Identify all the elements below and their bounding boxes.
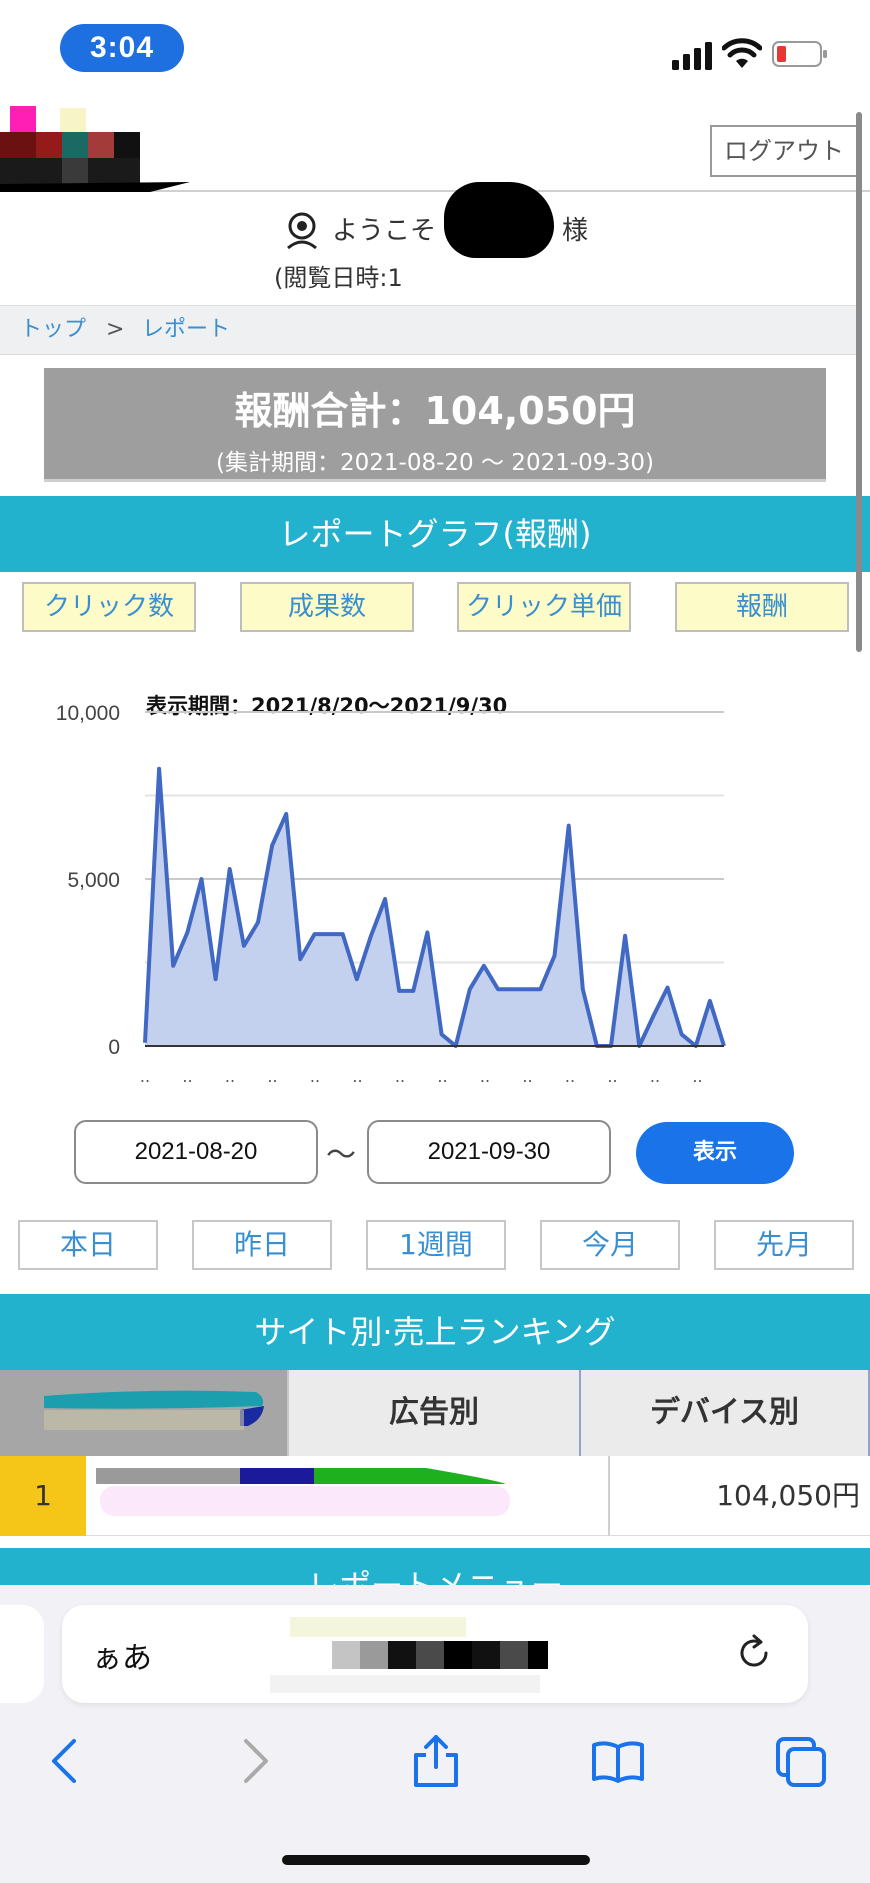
tab-clicks[interactable]: クリック数	[22, 582, 196, 632]
forward-icon[interactable]	[226, 1733, 282, 1789]
chart-x-tick-label: ..	[140, 1067, 150, 1086]
total-reward-title: 報酬合計：104,050円	[234, 389, 636, 433]
chart-series-line	[143, 766, 726, 1048]
logout-button[interactable]: ログアウト	[710, 125, 858, 177]
chart-x-tick-label: ..	[395, 1067, 405, 1086]
chart-x-tick-label: ..	[267, 1067, 277, 1086]
status-bar: 3:04	[0, 0, 870, 100]
chart-x-tick-label: ..	[352, 1067, 362, 1086]
reward-chart: 表示期間：2021/8/20〜2021/9/30 10,000 5,000 0 ..…	[56, 694, 726, 1086]
cellular-signal-icon	[672, 42, 712, 70]
tab-reward[interactable]: 報酬	[675, 582, 849, 632]
status-time: 3:04	[60, 24, 184, 72]
browser-toolbar: ぁあ	[0, 1585, 870, 1883]
bookmarks-icon[interactable]	[590, 1733, 646, 1789]
chart-y-tick-label: 5,000	[67, 869, 120, 892]
quick-range-last-month[interactable]: 先月	[714, 1220, 854, 1270]
redacted-site-name	[96, 1468, 510, 1516]
welcome-greeting: ようこそ	[332, 216, 437, 246]
tab-site[interactable]	[0, 1370, 287, 1456]
redacted-url	[270, 1617, 548, 1693]
user-avatar-icon	[287, 212, 317, 250]
chart-x-tick-label: ..	[650, 1067, 660, 1086]
quick-range-today[interactable]: 本日	[18, 1220, 158, 1270]
chart-y-tick-label: 0	[108, 1036, 120, 1059]
table-row[interactable]: 1 104,050円	[0, 1456, 870, 1536]
report-graph-header: レポートグラフ(報酬)	[0, 496, 870, 572]
previous-tab-stub[interactable]	[0, 1605, 44, 1703]
total-reward-box: 報酬合計：104,050円 (集計期間：2021-08-20 ～ 2021-09…	[44, 368, 826, 482]
chart-x-tick-label: ..	[692, 1067, 702, 1086]
date-from-input[interactable]: 2021-08-20	[74, 1120, 318, 1184]
site-header: ログアウト	[0, 100, 870, 192]
breadcrumb-top-link[interactable]: トップ	[20, 317, 87, 342]
wifi-icon	[722, 38, 762, 68]
show-button[interactable]: 表示	[636, 1122, 794, 1184]
quick-range-week[interactable]: 1週間	[366, 1220, 506, 1270]
site-logo	[0, 106, 190, 192]
tab-cost-per-click[interactable]: クリック単価	[457, 582, 631, 632]
welcome-name-redacted	[444, 182, 554, 258]
chart-x-tick-label: ..	[437, 1067, 447, 1086]
chart-x-tick-label: ..	[565, 1067, 575, 1086]
chart-x-tick-label: ..	[310, 1067, 320, 1086]
back-icon[interactable]	[38, 1733, 94, 1789]
address-bar[interactable]: ぁあ	[62, 1605, 808, 1703]
ranking-header: サイト別·売上ランキング	[0, 1294, 870, 1370]
chart-x-tick-label: ..	[182, 1067, 192, 1086]
chart-x-tick-label: ..	[480, 1067, 490, 1086]
home-indicator	[282, 1855, 590, 1865]
scrollbar[interactable]	[856, 112, 862, 652]
tab-by-ad[interactable]: 広告別	[287, 1370, 581, 1456]
quick-range-this-month[interactable]: 今月	[540, 1220, 680, 1270]
reader-settings-button[interactable]: ぁあ	[92, 1641, 152, 1676]
reload-icon[interactable]	[734, 1633, 774, 1673]
chart-y-tick-label: 10,000	[56, 702, 120, 725]
breadcrumb-report-link[interactable]: レポート	[142, 317, 231, 342]
viewed-at-label: (閲覧日時:1	[274, 264, 403, 292]
redacted-tab-label	[44, 1390, 264, 1430]
breadcrumb: トップ > レポート	[0, 305, 860, 355]
total-reward-period: (集計期間：2021-08-20 ～ 2021-09-30)	[216, 450, 654, 476]
date-to-input[interactable]: 2021-09-30	[367, 1120, 611, 1184]
welcome-honorific: 様	[562, 216, 589, 246]
chart-x-tick-label: ..	[607, 1067, 617, 1086]
chart-title: 表示期間：2021/8/20〜2021/9/30	[146, 694, 507, 718]
battery-icon	[772, 41, 827, 67]
chart-area-fill	[145, 768, 724, 1046]
tab-conversions[interactable]: 成果数	[240, 582, 414, 632]
tab-by-device[interactable]: デバイス別	[581, 1370, 870, 1456]
tabs-icon[interactable]	[774, 1733, 830, 1789]
date-range-separator: 〜	[326, 1138, 356, 1173]
chart-x-tick-label: ..	[225, 1067, 235, 1086]
rank-number: 1	[0, 1456, 86, 1536]
breadcrumb-separator: >	[106, 317, 125, 342]
share-icon[interactable]	[408, 1733, 464, 1789]
rank-amount: 104,050円	[608, 1456, 870, 1536]
quick-range-yesterday[interactable]: 昨日	[192, 1220, 332, 1270]
chart-x-tick-label: ..	[522, 1067, 532, 1086]
